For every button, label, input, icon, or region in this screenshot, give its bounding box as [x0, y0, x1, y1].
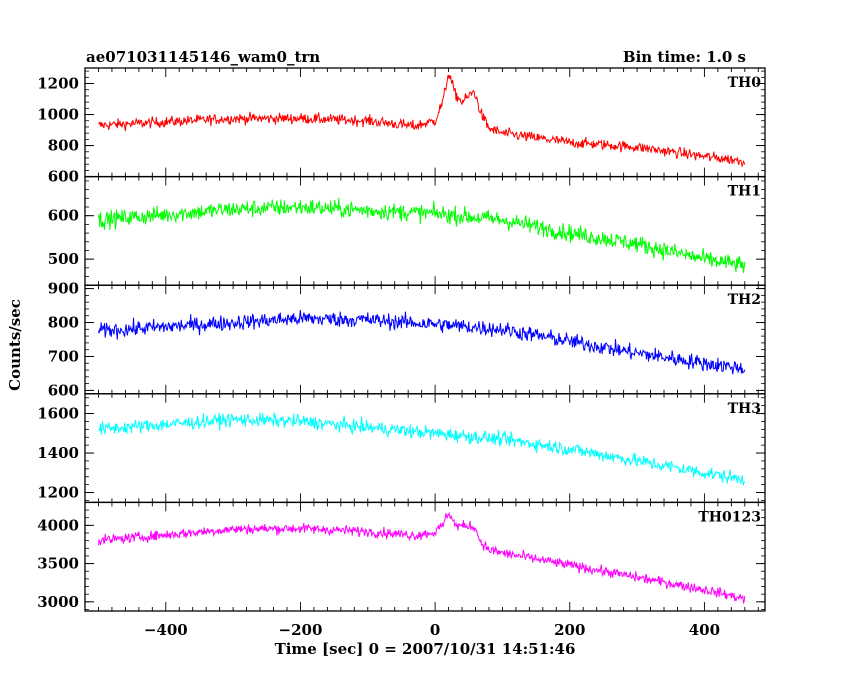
y-tick-label: 800	[48, 314, 79, 332]
x-tick-label: 0	[430, 621, 440, 639]
x-tick-label: 400	[689, 621, 720, 639]
series-line-th3	[98, 412, 746, 486]
series-line-th2	[98, 309, 746, 375]
y-tick-label: 3000	[37, 593, 79, 611]
y-tick-label: 600	[48, 207, 79, 225]
panel-frame	[84, 284, 766, 395]
panel-frame	[84, 175, 766, 286]
y-tick-label: 4000	[37, 516, 79, 534]
series-line-th0	[98, 74, 746, 169]
x-tick-label: −200	[279, 621, 323, 639]
y-tick-label: 1400	[37, 444, 79, 462]
x-axis-title: Time [sec] 0 = 2007/10/31 14:51:46	[275, 640, 576, 658]
y-tick-label: 600	[48, 381, 79, 399]
panel-th3: 1200 1400 1600 TH3	[37, 393, 766, 504]
y-tick-label: 1600	[37, 405, 79, 423]
y-tick-label: 700	[48, 347, 79, 365]
series-line-th1	[98, 197, 746, 273]
channel-label: TH1	[728, 184, 761, 200]
y-tick-label: 3500	[37, 555, 79, 573]
series-line-th0123	[98, 511, 746, 604]
channel-label: TH2	[728, 292, 761, 308]
y-tick-label: 800	[48, 137, 79, 155]
panel-th0: 600 800 1000 1200 TH0	[37, 67, 766, 186]
x-tick-label: 200	[554, 621, 585, 639]
channel-label: TH0123	[698, 509, 761, 525]
channel-label: TH0	[728, 75, 762, 91]
y-axis-title: Counts/sec	[6, 299, 24, 391]
y-tick-label: 1200	[37, 75, 79, 93]
panel-frame	[84, 393, 766, 504]
y-tick-label: 900	[48, 280, 79, 298]
panel-th0123: 3000 3500 4000 TH0123	[37, 501, 766, 612]
panels-group: 600 800 1000 1200 TH0 500 600 TH1 600 700 800 900 TH…	[37, 67, 766, 639]
y-tick-label: 1000	[37, 106, 79, 124]
x-tick-label: −400	[144, 621, 188, 639]
y-tick-label: 600	[48, 168, 79, 186]
panel-th2: 600 700 800 900 TH2	[48, 280, 766, 399]
chart-title: ae071031145146_wam0_trn	[86, 48, 320, 66]
y-tick-label: 500	[48, 250, 79, 268]
y-tick-label: 1200	[37, 484, 79, 502]
panel-th1: 500 600 TH1	[48, 175, 766, 286]
bin-time-label: Bin time: 1.0 s	[623, 48, 746, 66]
panel-frame	[84, 501, 766, 612]
channel-label: TH3	[728, 401, 761, 417]
